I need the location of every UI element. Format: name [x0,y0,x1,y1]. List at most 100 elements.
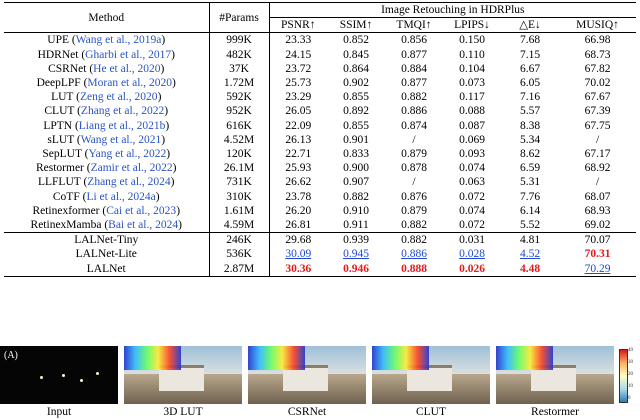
metric-value: 26.81 [285,219,312,232]
metric-value: 68.07 [584,190,611,203]
citation-link[interactable]: Wang et al., 2021 [80,133,162,146]
header-metric: LPIPS↓ [443,17,501,34]
colorbar-tick: 40 [628,348,633,353]
metric-value: 7.15 [519,48,541,61]
method-cell: LALNet-Tiny [4,232,210,248]
metric-cell: / [385,133,443,147]
metric-cell: 0.855 [327,119,385,133]
citation-link[interactable]: He et al., 2020 [93,62,161,75]
table-row: CoTF (Li et al., 2024a) 310K 23.78 0.882 0.8… [4,189,636,204]
method-name: CLUT [44,105,75,118]
metric-cell: 0.946 [327,261,385,277]
metric-value: 6.05 [519,77,541,90]
metric-cell: 0.879 [385,204,443,218]
metric-value: / [412,176,416,189]
metric-value: 5.31 [519,176,541,189]
citation-link[interactable]: Zeng et al., 2020 [79,91,158,104]
metric-value: 0.882 [401,219,427,232]
label-3dlut: 3D LUT [163,406,203,418]
metric-cell: 0.074 [443,161,501,175]
citation-link[interactable]: Gharbi et al., 2017 [85,48,172,61]
metric-value: / [412,133,416,146]
metric-value: 29.68 [285,234,312,247]
label-restormer: Restormer [531,406,579,418]
params-cell: 1.72M [209,76,270,91]
metric-cell: 0.877 [385,48,443,62]
metric-cell: 0.088 [443,104,501,118]
metric-value: 0.882 [401,91,427,104]
metric-value: 6.14 [519,204,541,217]
method-name: LUT [51,91,74,104]
citation-link[interactable]: Cai et al., 2023 [106,204,177,217]
citation-link[interactable]: Wang et al., 2019a [75,34,162,47]
metric-cell: 0.945 [327,247,385,261]
metric-value: 70.02 [584,77,611,90]
metric-cell: 0.063 [443,175,501,189]
citation-link[interactable]: Yang et al., 2022 [88,148,167,161]
metric-cell: 0.886 [385,104,443,118]
citation-link[interactable]: Zamir et al., 2022 [90,162,173,175]
metric-value: 68.93 [584,204,611,217]
metric-value: 0.882 [401,234,427,247]
metric-cell: 0.910 [327,204,385,218]
citation-link[interactable]: Zhang et al., 2022 [80,105,165,118]
metric-cell: 7.16 [501,90,559,104]
table-row: HDRNet (Gharbi et al., 2017) 482K 24.15 0.8… [4,47,636,62]
citation-link[interactable]: Bai et al., 2024 [108,219,179,232]
metric-cell: 68.73 [559,48,636,62]
metric-cell: 67.17 [559,147,636,161]
panel-3dlut [124,346,242,404]
metric-value: 7.76 [519,190,541,203]
metric-cell: 30.09 [269,247,327,261]
metric-value: 0.876 [401,190,427,203]
metric-cell: 6.05 [501,76,559,90]
metric-cell: 0.877 [385,76,443,90]
metric-cell: / [385,175,443,189]
metric-cell: 26.81 [269,218,327,233]
metric-cell: 0.882 [327,190,385,204]
method-name: LPTN [43,119,73,132]
metric-cell: 26.62 [269,175,327,189]
metric-value: 0.072 [459,219,485,232]
metric-cell: 0.900 [327,161,385,175]
citation-link[interactable]: Liang et al., 2021b [78,119,166,132]
citation-link[interactable]: Li et al., 2024a [86,190,156,203]
method-name: HDRNet [37,48,79,61]
metric-value: / [595,133,600,146]
metric-value: 70.29 [584,262,611,275]
citation-link[interactable]: Zhang et al., 2024 [87,176,171,189]
metric-value: 0.117 [459,91,485,104]
metric-cell: 24.15 [269,48,327,62]
citation-link[interactable]: Moran et al., 2020 [87,77,173,90]
metric-cell: 23.29 [269,90,327,104]
colorbar-tick: 10 [628,384,633,389]
figure-tag: (A) [4,350,18,361]
method-name: Retinexformer [32,204,100,217]
metric-value: 26.05 [285,105,312,118]
panel-restormer [496,346,614,404]
params-cell: 26.1M [209,161,270,176]
panel-clut [372,346,490,404]
metric-cell: 70.02 [559,76,636,90]
header-group: Image Retouching in HDRPlus [269,1,637,19]
method-name: CoTF [52,190,80,203]
metric-cell: 5.52 [501,218,559,233]
metric-cell: 0.856 [385,33,443,48]
metric-value: 0.884 [401,62,427,75]
metric-value: 23.78 [285,190,312,203]
metric-cell: 0.886 [385,247,443,261]
metric-value: 0.833 [343,148,369,161]
metric-cell: 0.117 [443,90,501,104]
params-cell: 246K [209,232,270,248]
method-name: LLFLUT [37,176,81,189]
colorbar-tick: 0 [628,396,631,401]
metric-value: 5.34 [519,133,541,146]
panel-input: (A) [0,346,118,404]
metric-cell: 22.09 [269,119,327,133]
label-clut: CLUT [415,406,447,418]
metric-value: 0.845 [343,48,369,61]
metric-value: 4.52 [519,248,541,261]
metric-cell: 0.902 [327,76,385,90]
metric-value: 25.93 [285,162,312,175]
method-name: CSRNet [48,62,87,75]
